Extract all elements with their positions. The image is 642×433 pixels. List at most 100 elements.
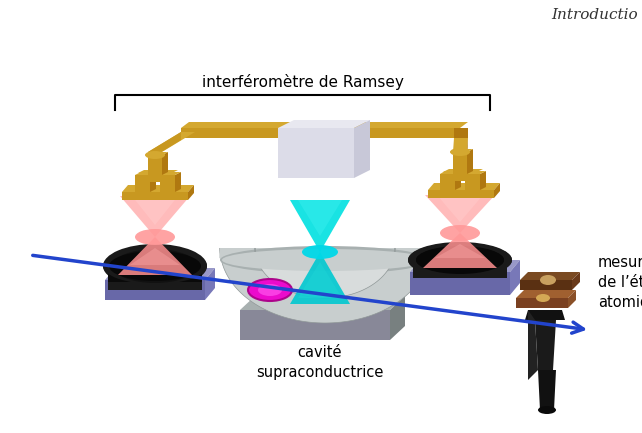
Polygon shape	[510, 260, 520, 295]
Polygon shape	[453, 138, 468, 152]
Ellipse shape	[536, 294, 550, 302]
Polygon shape	[181, 122, 468, 128]
Polygon shape	[520, 272, 580, 280]
Ellipse shape	[103, 248, 207, 284]
Polygon shape	[130, 248, 180, 265]
Polygon shape	[298, 262, 342, 298]
Polygon shape	[122, 185, 194, 192]
Polygon shape	[265, 296, 375, 310]
Polygon shape	[528, 310, 538, 380]
Ellipse shape	[248, 279, 292, 301]
Ellipse shape	[222, 249, 428, 271]
Polygon shape	[465, 174, 480, 190]
Text: Introductio: Introductio	[551, 8, 638, 22]
Ellipse shape	[450, 148, 470, 156]
Text: interféromètre de Ramsey: interféromètre de Ramsey	[202, 74, 403, 90]
Polygon shape	[105, 280, 205, 300]
Polygon shape	[255, 248, 395, 298]
Polygon shape	[516, 290, 576, 298]
Polygon shape	[410, 272, 510, 295]
Polygon shape	[467, 138, 468, 160]
Polygon shape	[525, 310, 565, 320]
Polygon shape	[425, 195, 495, 233]
Text: mesure
de l’état
atomique: mesure de l’état atomique	[598, 255, 642, 310]
Polygon shape	[162, 152, 168, 175]
Ellipse shape	[538, 406, 556, 414]
Polygon shape	[240, 310, 390, 340]
Ellipse shape	[258, 284, 282, 296]
Polygon shape	[160, 172, 181, 175]
Polygon shape	[148, 132, 181, 160]
Polygon shape	[375, 284, 388, 310]
Polygon shape	[122, 192, 188, 200]
Polygon shape	[298, 200, 342, 236]
Ellipse shape	[302, 245, 338, 259]
Polygon shape	[572, 272, 580, 290]
Polygon shape	[160, 175, 175, 192]
Polygon shape	[105, 268, 215, 280]
Polygon shape	[413, 260, 507, 278]
Polygon shape	[443, 174, 477, 181]
Polygon shape	[265, 284, 388, 296]
Polygon shape	[135, 172, 156, 175]
Ellipse shape	[416, 247, 504, 273]
Polygon shape	[220, 248, 430, 323]
Polygon shape	[440, 174, 455, 190]
Polygon shape	[428, 190, 494, 198]
Ellipse shape	[135, 229, 175, 245]
Text: cavité
supraconductrice: cavité supraconductrice	[256, 345, 384, 380]
Polygon shape	[120, 196, 190, 237]
Polygon shape	[516, 298, 568, 308]
Polygon shape	[467, 149, 473, 174]
Ellipse shape	[220, 246, 430, 274]
Polygon shape	[205, 268, 215, 300]
Polygon shape	[148, 152, 168, 155]
Polygon shape	[440, 171, 461, 174]
Polygon shape	[118, 237, 192, 275]
Polygon shape	[354, 120, 370, 178]
Polygon shape	[148, 155, 162, 175]
Polygon shape	[454, 128, 468, 138]
Ellipse shape	[408, 242, 512, 278]
Ellipse shape	[408, 243, 512, 277]
Ellipse shape	[145, 151, 165, 159]
Ellipse shape	[109, 251, 201, 281]
Polygon shape	[175, 172, 181, 192]
Ellipse shape	[416, 246, 504, 274]
Polygon shape	[410, 260, 520, 272]
Polygon shape	[494, 183, 500, 198]
Polygon shape	[220, 248, 430, 260]
Polygon shape	[132, 196, 178, 225]
Polygon shape	[435, 244, 485, 258]
Polygon shape	[188, 185, 194, 200]
Polygon shape	[428, 183, 500, 190]
Polygon shape	[520, 280, 572, 290]
Polygon shape	[437, 195, 483, 222]
Polygon shape	[290, 200, 350, 252]
Polygon shape	[535, 320, 556, 370]
Ellipse shape	[440, 225, 480, 241]
Polygon shape	[443, 169, 483, 172]
Polygon shape	[455, 171, 461, 190]
Polygon shape	[538, 370, 556, 410]
Polygon shape	[150, 172, 156, 192]
Polygon shape	[148, 132, 195, 152]
Polygon shape	[108, 266, 202, 290]
Polygon shape	[240, 296, 405, 310]
Polygon shape	[135, 175, 150, 192]
Polygon shape	[423, 233, 497, 268]
Polygon shape	[181, 128, 460, 138]
Polygon shape	[480, 171, 486, 190]
Ellipse shape	[540, 275, 556, 285]
Polygon shape	[390, 296, 405, 340]
Polygon shape	[108, 266, 202, 282]
Polygon shape	[278, 120, 370, 128]
Ellipse shape	[113, 249, 197, 283]
Polygon shape	[278, 128, 354, 178]
Ellipse shape	[103, 244, 207, 288]
Polygon shape	[290, 252, 350, 304]
Polygon shape	[453, 149, 473, 152]
Polygon shape	[453, 152, 467, 174]
Polygon shape	[465, 171, 486, 174]
Polygon shape	[138, 170, 178, 173]
